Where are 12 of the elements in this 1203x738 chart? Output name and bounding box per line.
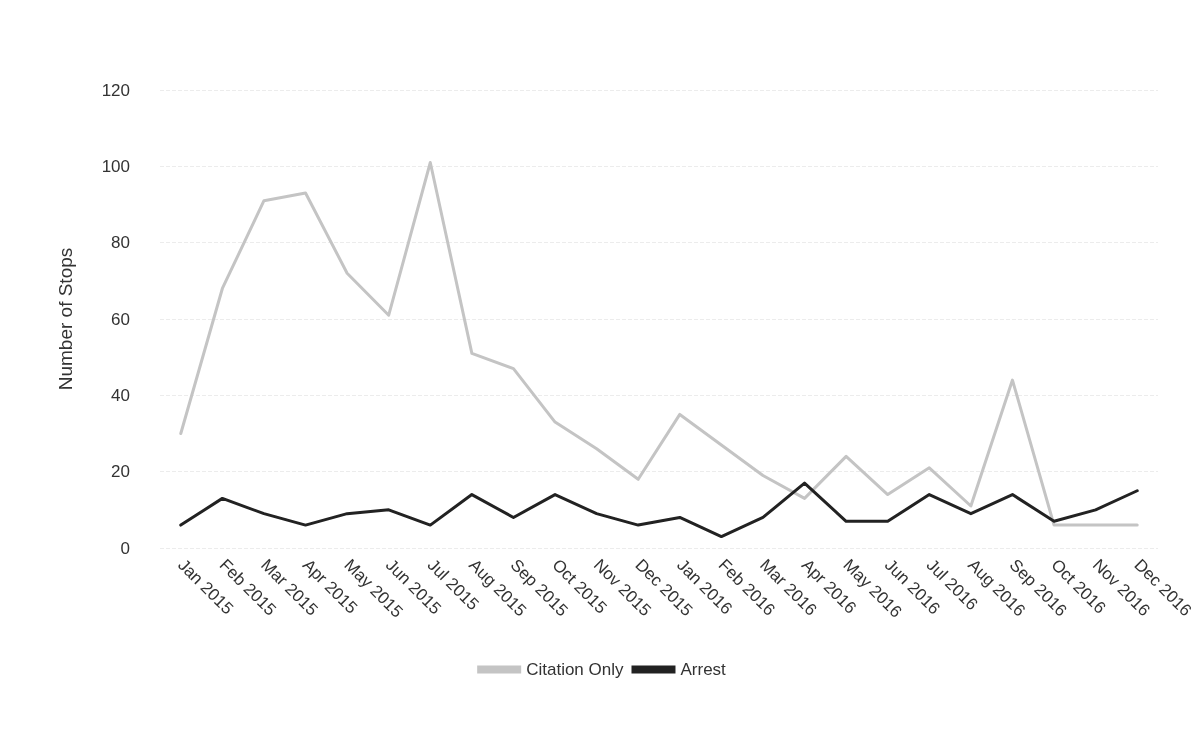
y-tick-label: 100 [101,156,130,176]
legend-label: Arrest [680,660,727,679]
line-series [179,481,1139,539]
y-axis-title: Number of Stops [55,247,76,391]
y-tick-label: 40 [111,385,130,405]
y-tick-label: 120 [101,80,130,100]
line-series [179,161,1139,527]
y-tick-label: 60 [111,309,130,329]
y-tick-label: 0 [120,538,130,558]
legend-label: Citation Only [526,660,624,679]
y-tick-label: 80 [111,233,130,253]
y-tick-label: 20 [111,462,130,482]
